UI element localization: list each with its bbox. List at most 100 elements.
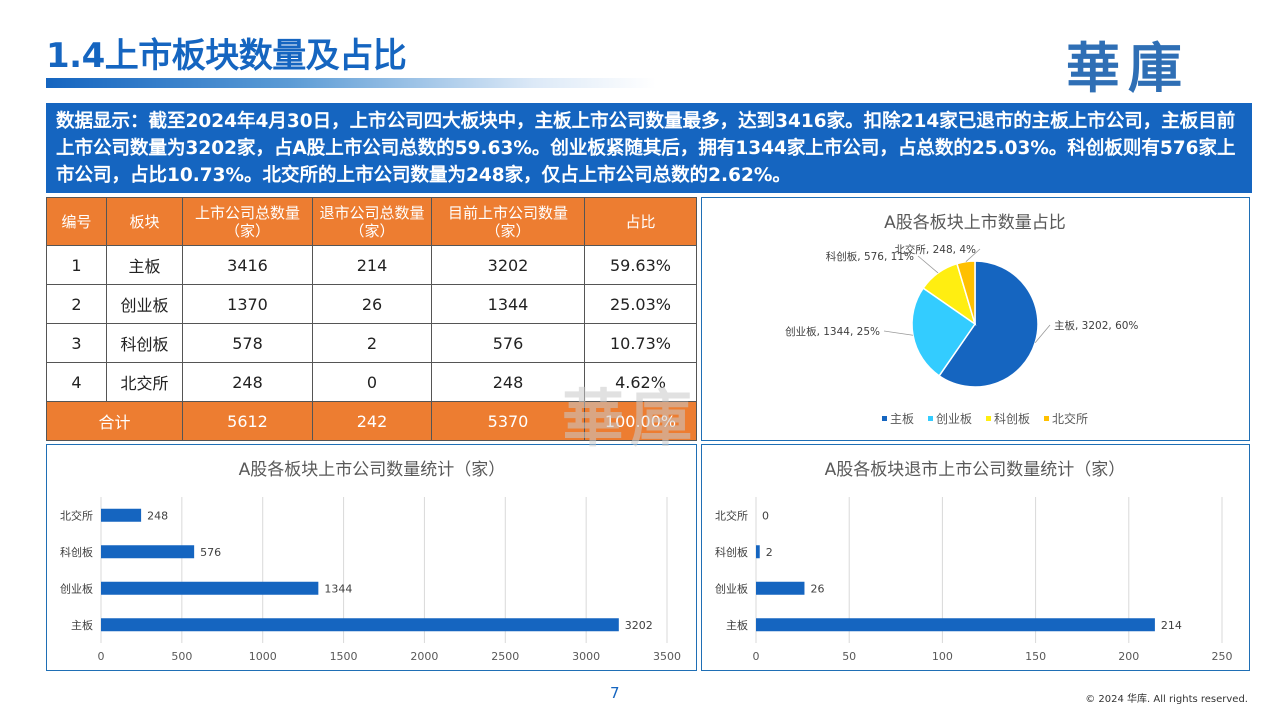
- listed-bar-chart-panel: A股各板块上市公司数量统计（家） 0 500 1000 1500 2000 2500 3000…: [46, 444, 697, 671]
- chart-title: A股各板块上市数量占比: [884, 213, 1066, 233]
- table-header: 退市公司总数量 （家）: [312, 197, 432, 246]
- listed-bar-chart: A股各板块上市公司数量统计（家） 0 500 1000 1500 2000 2500 3000…: [60, 460, 681, 663]
- table-row: 4 北交所 248 0 248 4.62%: [46, 362, 697, 402]
- bar-data-label: 214: [1161, 619, 1182, 632]
- x-tick-label: 0: [753, 650, 760, 663]
- table-cell: 248: [182, 362, 313, 402]
- page-number: 7: [610, 684, 620, 702]
- x-tick-label: 500: [171, 650, 192, 663]
- table-cell: 4: [46, 362, 107, 402]
- x-tick-label: 3000: [572, 650, 600, 663]
- x-tick-label: 2500: [491, 650, 519, 663]
- table-cell: 1344: [431, 284, 585, 324]
- bar-2: [101, 545, 195, 559]
- bar-data-label: 26: [810, 582, 824, 595]
- legend-label: 创业板: [936, 412, 972, 426]
- bar-2: [756, 545, 760, 559]
- table-cell: 578: [182, 323, 313, 363]
- table-cell: 5612: [182, 401, 313, 441]
- table-header: 占比: [584, 197, 697, 246]
- y-category-label: 创业板: [60, 581, 93, 595]
- table-total-row: 合计 5612 242 5370 100.00%: [46, 401, 697, 441]
- table-header: 上市公司总数量 （家）: [182, 197, 313, 246]
- title-underline: [46, 78, 656, 88]
- y-category-label: 科创板: [715, 545, 748, 559]
- pie-leader-line-2: [917, 255, 939, 274]
- table-cell: 创业板: [106, 284, 183, 324]
- table-cell: 5370: [431, 401, 585, 441]
- table-cell: 3202: [431, 245, 585, 285]
- table-row: 3 科创板 578 2 576 10.73%: [46, 323, 697, 363]
- x-tick-label: 250: [1212, 650, 1233, 663]
- brand-logo: 華庫: [1066, 36, 1190, 100]
- table-cell: 25.03%: [584, 284, 697, 324]
- summary-text: 数据显示：截至2024年4月30日，上市公司四大板块中，主板上市公司数量最多，达…: [46, 103, 1252, 193]
- pie-chart-panel: A股各板块上市数量占比主板, 3202, 60% 创业板, 1344, 25% 科创…: [701, 197, 1250, 441]
- bar-0: [101, 618, 619, 632]
- table-cell: 北交所: [106, 362, 183, 402]
- table-cell: 2: [312, 323, 432, 363]
- x-tick-label: 0: [98, 650, 105, 663]
- bar-data-label: 2: [766, 546, 773, 559]
- bar-data-label: 3202: [625, 619, 653, 632]
- delisted-bar-chart-panel: A股各板块退市上市公司数量统计（家） 0 50 100 150 200 250 主板 214 创业…: [701, 444, 1250, 671]
- bar-data-label: 248: [147, 509, 168, 522]
- pie-slice-0: [938, 260, 1039, 388]
- page-title: 1.4上市板块数量及占比: [46, 36, 407, 76]
- copyright: © 2024 华库. All rights reserved.: [1085, 694, 1248, 705]
- pie-leader-line-0: [1034, 324, 1051, 344]
- x-tick-label: 50: [842, 650, 856, 663]
- x-tick-label: 1500: [330, 650, 358, 663]
- legend-label: 主板: [890, 412, 914, 426]
- bar-1: [101, 581, 319, 595]
- table-header: 编号: [46, 197, 107, 246]
- pie-data-label: 创业板, 1344, 25%: [785, 325, 880, 338]
- table-cell: 科创板: [106, 323, 183, 363]
- table-header: 目前上市公司数量 （家）: [431, 197, 585, 246]
- legend-swatch-1: [928, 416, 933, 421]
- x-tick-label: 100: [932, 650, 953, 663]
- board-table: 编号 板块 上市公司总数量 （家） 退市公司总数量 （家） 目前上市公司数量 （…: [46, 197, 697, 441]
- bar-0: [756, 618, 1155, 632]
- table-cell: 3416: [182, 245, 313, 285]
- table-header: 板块: [106, 197, 183, 246]
- table-cell: 3: [46, 323, 107, 363]
- y-category-label: 北交所: [715, 508, 748, 522]
- table-cell: 248: [431, 362, 585, 402]
- legend-label: 科创板: [994, 412, 1030, 426]
- table-cell: 59.63%: [584, 245, 697, 285]
- x-tick-label: 2000: [410, 650, 438, 663]
- bar-data-label: 0: [762, 509, 769, 522]
- table-cell: 主板: [106, 245, 183, 285]
- pie-data-label: 科创板, 576, 11%: [826, 250, 914, 263]
- y-category-label: 主板: [71, 618, 93, 632]
- table-cell: 242: [312, 401, 432, 441]
- legend-label: 北交所: [1052, 411, 1088, 426]
- table-cell: 合计: [46, 401, 183, 441]
- bar-data-label: 576: [200, 546, 221, 559]
- pie-leader-line-3: [965, 248, 981, 262]
- legend-swatch-0: [882, 416, 887, 421]
- table-cell: 1370: [182, 284, 313, 324]
- table-row: 1 主板 3416 214 3202 59.63%: [46, 245, 697, 285]
- x-tick-label: 200: [1118, 650, 1139, 663]
- table-cell: 2: [46, 284, 107, 324]
- bar-3: [101, 508, 142, 522]
- table-row: 2 创业板 1370 26 1344 25.03%: [46, 284, 697, 324]
- legend-swatch-2: [986, 416, 991, 421]
- y-category-label: 主板: [726, 618, 748, 632]
- y-category-label: 科创板: [60, 545, 93, 559]
- table-cell: 100.00%: [584, 401, 697, 441]
- x-tick-label: 1000: [249, 650, 277, 663]
- bar-data-label: 1344: [324, 582, 352, 595]
- table-cell: 576: [431, 323, 585, 363]
- pie-data-label: 北交所, 248, 4%: [894, 243, 976, 256]
- table-cell: 10.73%: [584, 323, 697, 363]
- table-cell: 1: [46, 245, 107, 285]
- pie-leader-line-1: [883, 330, 914, 336]
- table-cell: 214: [312, 245, 432, 285]
- pie-data-label: 主板, 3202, 60%: [1054, 319, 1138, 332]
- table-cell: 0: [312, 362, 432, 402]
- y-category-label: 创业板: [715, 581, 748, 595]
